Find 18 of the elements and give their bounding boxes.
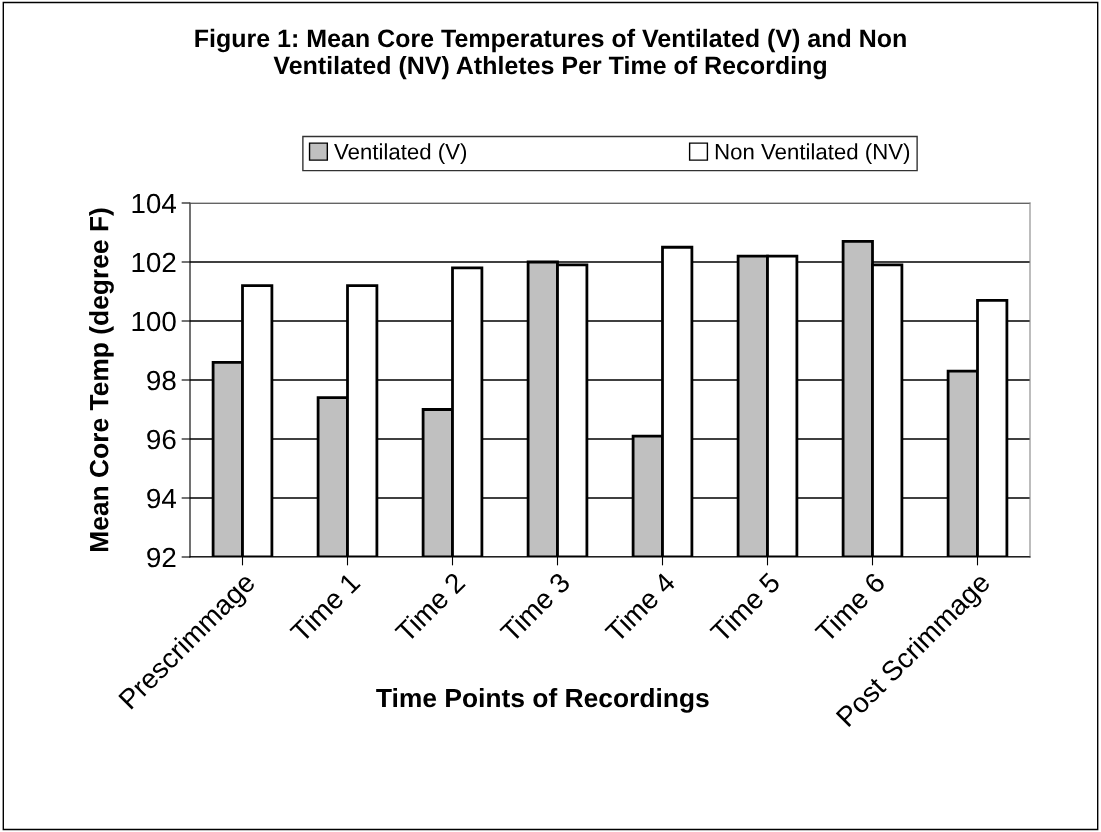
x-tick-label: Time 4: [603, 570, 677, 644]
x-tick-label: Time 1: [288, 571, 361, 644]
x-tick-label: Time 5: [708, 571, 782, 644]
legend-label: Ventilated (V): [334, 143, 467, 164]
x-tick-label: Time 2: [393, 571, 466, 644]
y-tick-label: 104: [132, 193, 176, 214]
y-tick-label: 92: [147, 547, 176, 568]
chart-title: Figure 1: Mean Core Temperatures of Ventilated (V) and Non Ventilated (NV) Athletes Per Time of Recording: [195, 28, 906, 80]
y-tick-label: 94: [147, 488, 176, 509]
y-tick-label: 100: [132, 311, 176, 332]
y-tick-label: 96: [147, 429, 176, 450]
y-tick-label: 98: [147, 370, 176, 391]
legend-label: Non Ventilated (NV): [715, 143, 910, 164]
x-axis-title: Time Points of Recordings: [376, 687, 709, 713]
x-tick-label: Time 3: [498, 571, 572, 644]
x-tick-label: Time 6: [813, 571, 887, 644]
y-tick-label: 102: [132, 252, 176, 273]
y-axis-title: Mean Core Temp (degree F): [89, 208, 114, 552]
